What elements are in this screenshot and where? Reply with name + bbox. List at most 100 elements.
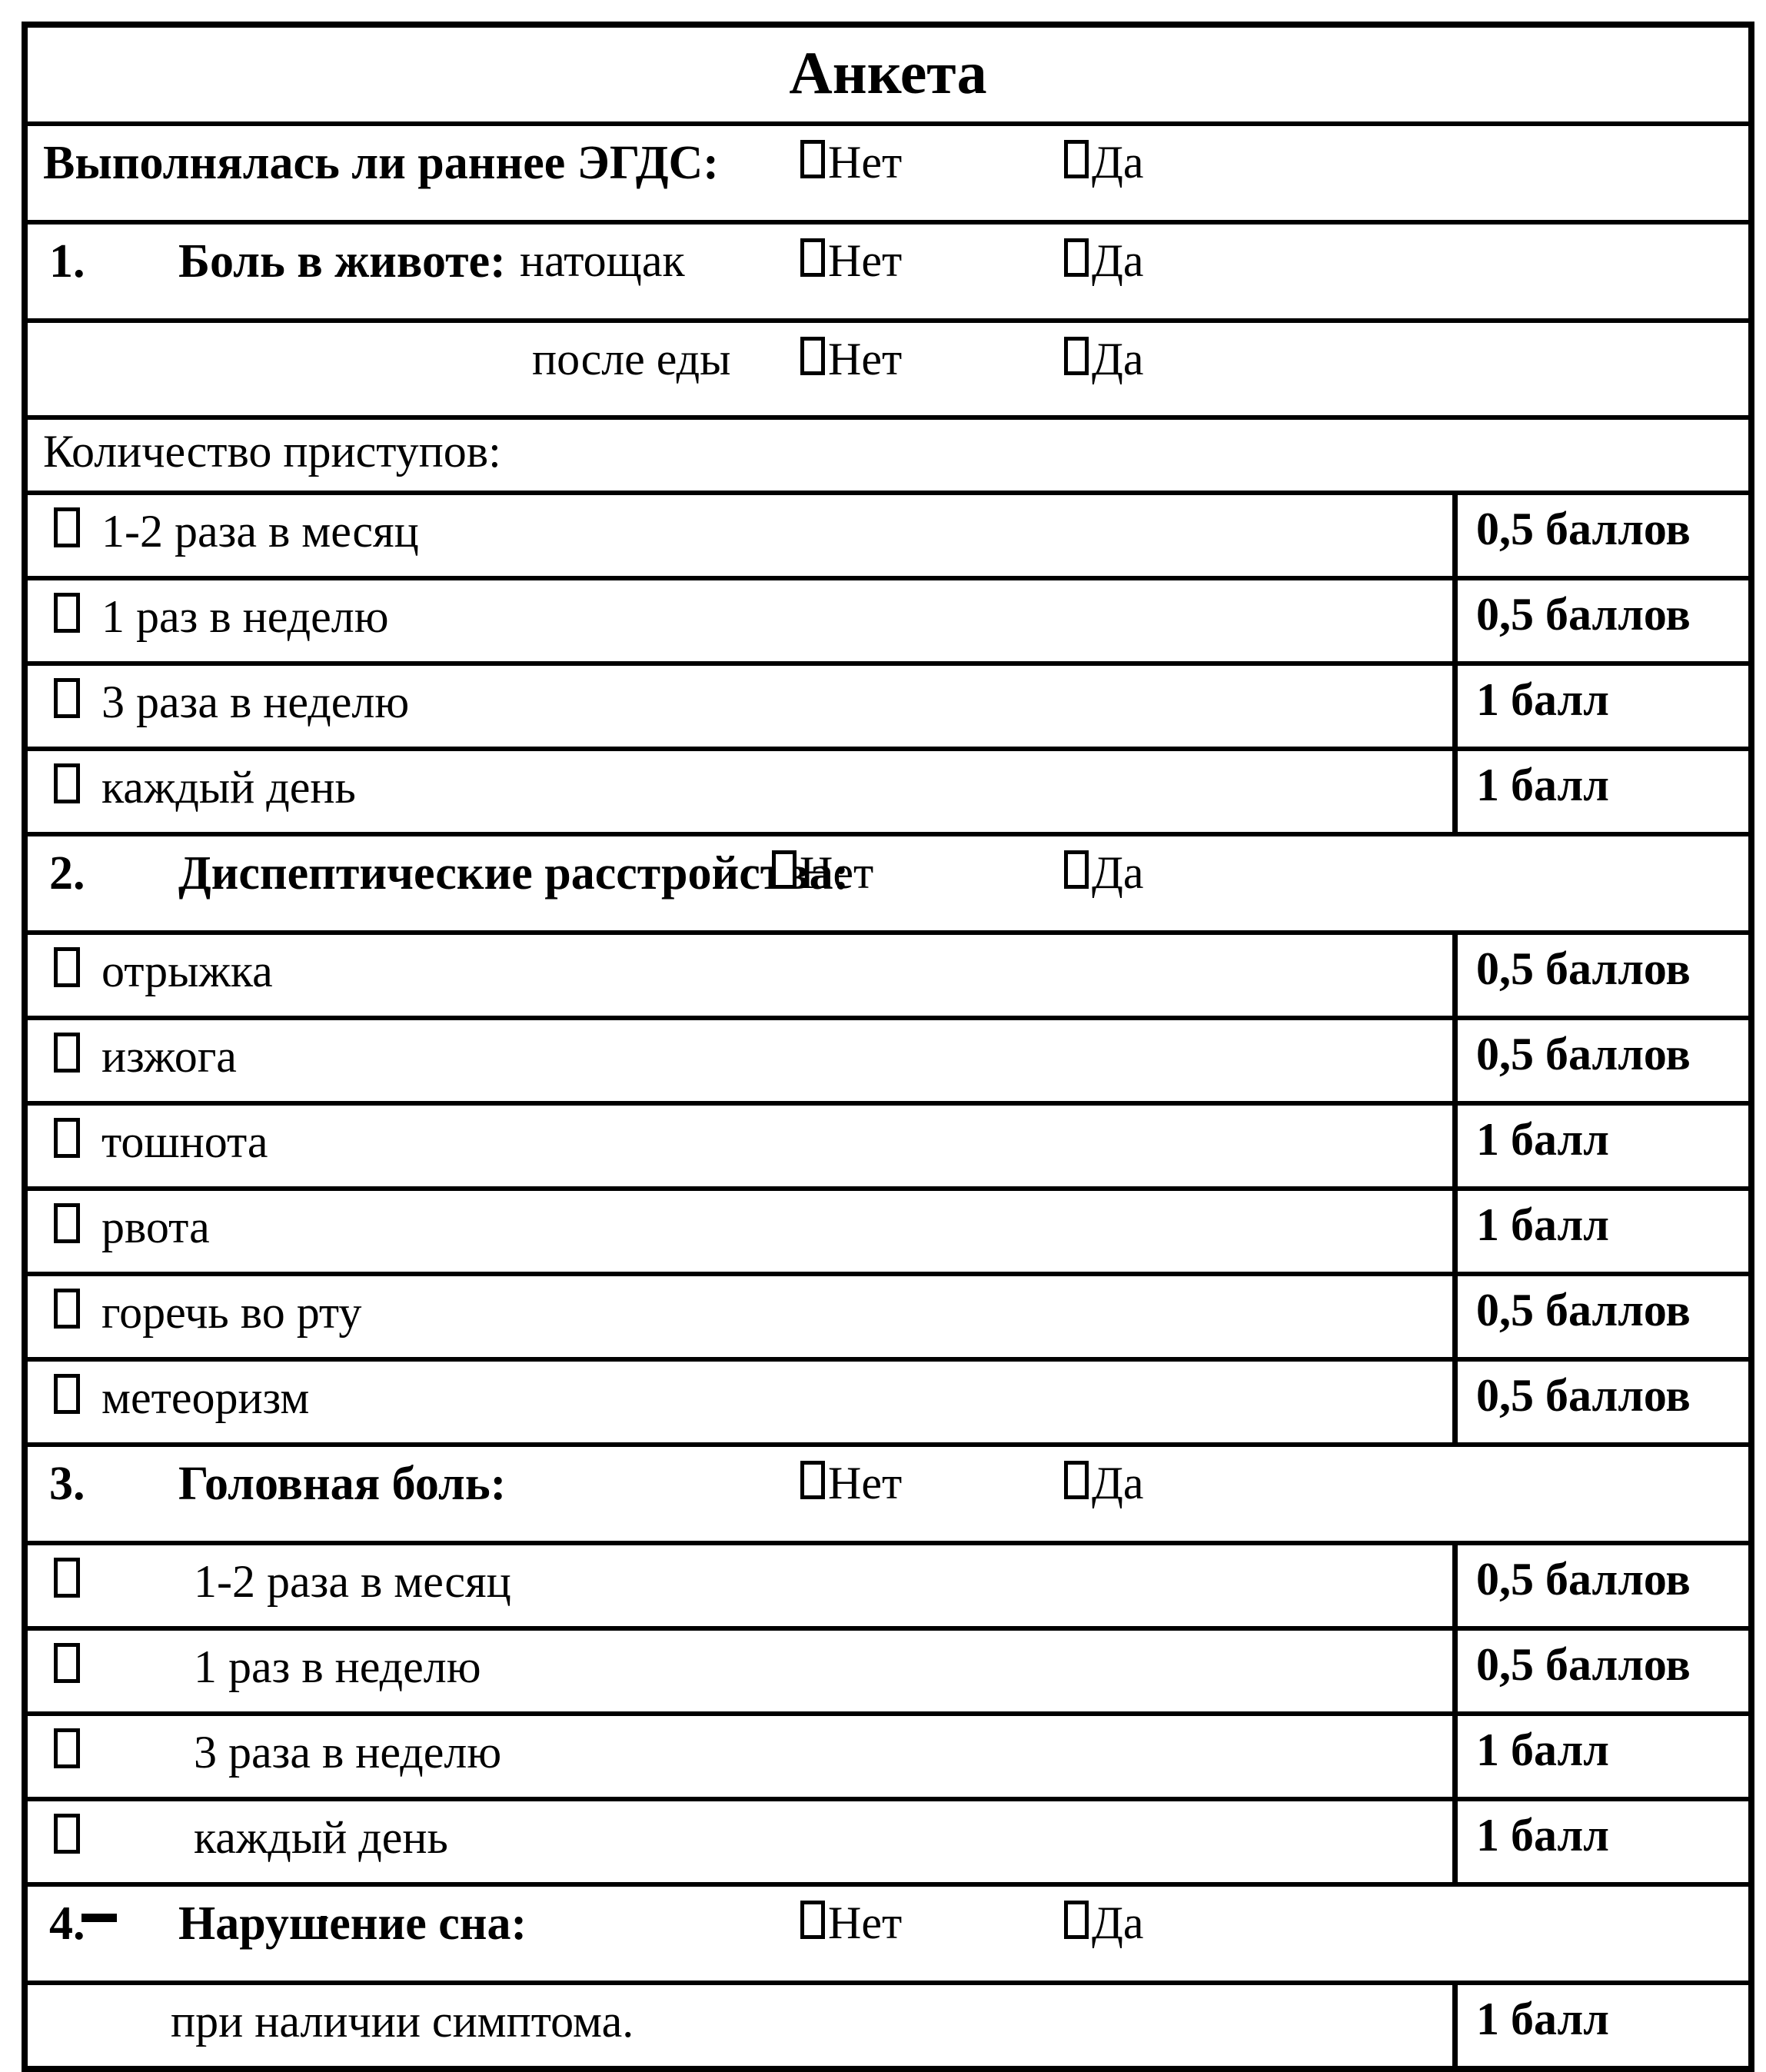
- item-checkbox-icon[interactable]: [54, 1814, 80, 1854]
- option-no-label: Нет: [828, 235, 903, 286]
- score-label: 0,5 баллов: [1476, 589, 1691, 640]
- checkbox-yes-icon[interactable]: [1064, 140, 1089, 178]
- item-row: каждый день 1 балл: [28, 747, 1748, 832]
- checkbox-yes-icon[interactable]: [1064, 1461, 1089, 1499]
- note-row: при наличии симптома. 1 балл: [28, 1981, 1748, 2066]
- score-cell: 0,5 баллов: [1452, 495, 1748, 576]
- score-label: 1 балл: [1476, 1724, 1609, 1775]
- score-cell: 0,5 баллов: [1452, 1020, 1748, 1101]
- item-checkbox-icon[interactable]: [54, 1203, 80, 1243]
- score-label: 0,5 баллов: [1476, 504, 1691, 554]
- item-checkbox-icon[interactable]: [54, 1374, 80, 1414]
- item-row: каждый день 1 балл: [28, 1797, 1748, 1882]
- score-label: 0,5 баллов: [1476, 1370, 1691, 1421]
- score-cell: 0,5 баллов: [1452, 1631, 1748, 1711]
- item-row: горечь во рту 0,5 баллов: [28, 1272, 1748, 1357]
- item-row: метеоризм 0,5 баллов: [28, 1357, 1748, 1442]
- option-yes-label: Да: [1092, 137, 1144, 188]
- score-cell: 1 балл: [1452, 1191, 1748, 1272]
- option-yes: Да: [1064, 847, 1144, 898]
- checkbox-yes-icon[interactable]: [1064, 238, 1089, 277]
- score-cell: 1 балл: [1452, 751, 1748, 832]
- score-cell: 0,5 баллов: [1452, 1545, 1748, 1626]
- item-row: 1-2 раза в месяц 0,5 баллов: [28, 491, 1748, 576]
- subquestion-row: после еды Нет Да: [28, 318, 1748, 415]
- section-label: Головная боль:: [178, 1458, 507, 1510]
- item-row: 3 раза в неделю 1 балл: [28, 1711, 1748, 1797]
- item-row: 1 раз в неделю 0,5 баллов: [28, 1626, 1748, 1711]
- item-checkbox-icon[interactable]: [54, 507, 80, 547]
- score-cell: 0,5 баллов: [1452, 580, 1748, 661]
- score-label: 1 балл: [1476, 760, 1609, 810]
- item-label: 1 раз в неделю: [101, 591, 389, 642]
- score-label: 0,5 баллов: [1476, 1285, 1691, 1335]
- item-checkbox-icon[interactable]: [54, 1643, 80, 1683]
- item-checkbox-icon[interactable]: [54, 1289, 80, 1329]
- score-cell: 1 балл: [1452, 1985, 1748, 2066]
- checkbox-no-icon[interactable]: [800, 238, 825, 277]
- checkbox-no-icon[interactable]: [800, 1461, 825, 1499]
- option-no-label: Нет: [828, 334, 903, 384]
- plain-row: Количество приступов:: [28, 415, 1748, 491]
- score-label: 1 балл: [1476, 1199, 1609, 1250]
- score-label: 0,5 баллов: [1476, 1029, 1691, 1079]
- score-cell: 1 балл: [1452, 666, 1748, 747]
- option-no-label: Нет: [828, 1897, 903, 1948]
- item-checkbox-icon[interactable]: [54, 1728, 80, 1768]
- option-yes: Да: [1064, 137, 1144, 188]
- checkbox-no-icon[interactable]: [800, 1901, 825, 1939]
- section-sublabel: натощак: [520, 235, 685, 286]
- option-yes: Да: [1064, 1897, 1144, 1948]
- option-no: Нет: [772, 847, 873, 898]
- score-cell: 1 балл: [1452, 1106, 1748, 1186]
- question-label: Выполнялась ли раннее ЭГДС:: [43, 137, 719, 189]
- checkbox-no-icon[interactable]: [800, 337, 825, 375]
- item-checkbox-icon[interactable]: [54, 763, 80, 803]
- item-label: каждый день: [101, 762, 356, 813]
- item-row: 1 раз в неделю 0,5 баллов: [28, 576, 1748, 661]
- item-checkbox-icon[interactable]: [54, 1558, 80, 1598]
- section-row-3: 3. Головная боль: Нет Да: [28, 1442, 1748, 1541]
- form-title: Анкета: [789, 39, 987, 106]
- cut-off-text-fragment: [81, 1914, 117, 1922]
- section-row-4: 4. Нарушение сна: Нет Да: [28, 1882, 1748, 1981]
- option-no: Нет: [800, 137, 902, 188]
- checkbox-yes-icon[interactable]: [1064, 850, 1089, 889]
- item-label: 1-2 раза в месяц: [194, 1556, 511, 1607]
- title-row: Анкета: [28, 28, 1748, 121]
- option-yes-label: Да: [1092, 847, 1144, 898]
- item-checkbox-icon[interactable]: [54, 1118, 80, 1158]
- item-row: рвота 1 балл: [28, 1186, 1748, 1272]
- item-checkbox-icon[interactable]: [54, 947, 80, 987]
- checkbox-yes-icon[interactable]: [1064, 337, 1089, 375]
- item-checkbox-icon[interactable]: [54, 593, 80, 633]
- option-no-label: Нет: [828, 1458, 903, 1508]
- section-number: 3.: [49, 1458, 85, 1510]
- plain-label: Количество приступов:: [43, 426, 501, 477]
- score-label: 0,5 баллов: [1476, 1554, 1691, 1605]
- option-yes: Да: [1064, 235, 1144, 286]
- checkbox-no-icon[interactable]: [800, 140, 825, 178]
- score-label: 1 балл: [1476, 1994, 1609, 2044]
- section-label: Нарушение сна:: [178, 1897, 527, 1950]
- option-no: Нет: [800, 1897, 902, 1948]
- item-label: изжога: [101, 1031, 237, 1082]
- section-number: 4.: [49, 1897, 85, 1950]
- checkbox-no-icon[interactable]: [772, 850, 797, 889]
- item-checkbox-icon[interactable]: [54, 1033, 80, 1073]
- option-yes-label: Да: [1092, 1458, 1144, 1508]
- option-yes: Да: [1064, 334, 1144, 384]
- score-cell: 1 балл: [1452, 1801, 1748, 1882]
- item-label: каждый день: [194, 1812, 448, 1863]
- item-label: тошнота: [101, 1116, 268, 1167]
- item-row: изжога 0,5 баллов: [28, 1016, 1748, 1101]
- item-row: 1-2 раза в месяц 0,5 баллов: [28, 1541, 1748, 1626]
- section-label: Диспептические расстройства:: [178, 847, 850, 900]
- item-checkbox-icon[interactable]: [54, 678, 80, 718]
- item-label: отрыжка: [101, 946, 273, 996]
- section-row-2: 2. Диспептические расстройства: Нет Да: [28, 832, 1748, 930]
- checkbox-yes-icon[interactable]: [1064, 1901, 1089, 1939]
- score-label: 1 балл: [1476, 1114, 1609, 1165]
- score-cell: 1 балл: [1452, 1716, 1748, 1797]
- item-label: 3 раза в неделю: [101, 677, 410, 727]
